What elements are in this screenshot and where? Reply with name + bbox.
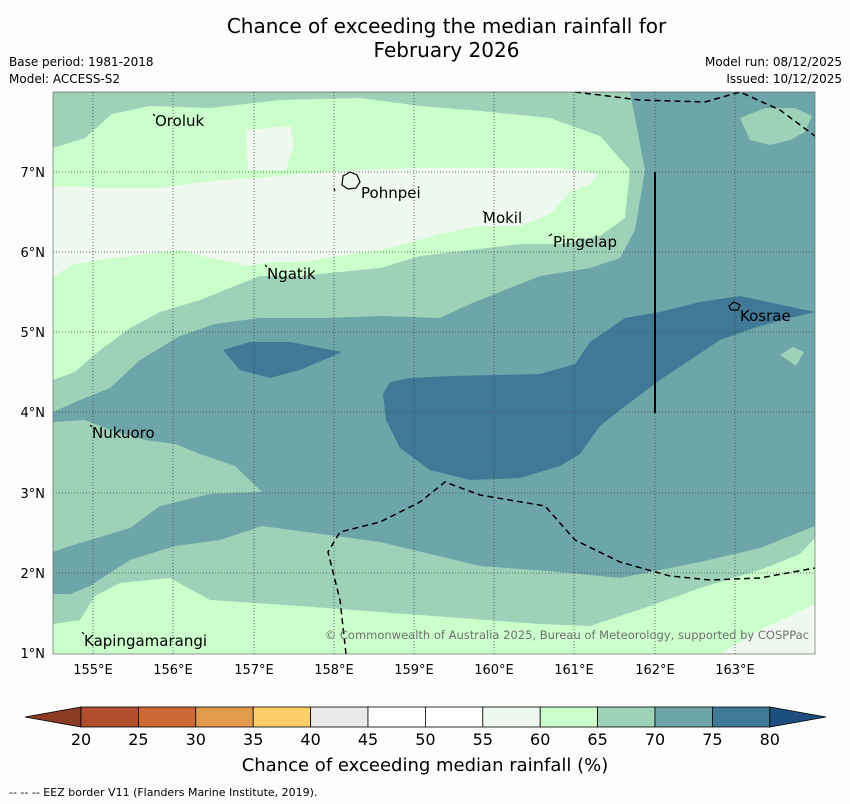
lon-label: 156°E bbox=[153, 663, 193, 678]
label-ngatik: Ngatik bbox=[267, 265, 316, 283]
colorbar-segment bbox=[252, 706, 311, 728]
colorbar-segment bbox=[712, 706, 771, 728]
colorbar-segment bbox=[597, 706, 656, 728]
pohnpei-outline bbox=[341, 171, 361, 190]
colorbar-tick-label: 25 bbox=[128, 730, 148, 749]
colorbar-segment bbox=[367, 706, 426, 728]
colorbar-tick-label: 50 bbox=[415, 730, 435, 749]
island-outlines bbox=[81, 113, 741, 635]
colorbar-segment bbox=[424, 706, 484, 728]
band-60-65-south bbox=[53, 538, 815, 654]
colorbar-tick-label: 55 bbox=[473, 730, 493, 749]
label-kapingamarangi: Kapingamarangi bbox=[84, 632, 207, 650]
lon-label: 155°E bbox=[73, 663, 113, 678]
colorbar-segment bbox=[654, 706, 713, 728]
contour-layers bbox=[53, 92, 815, 654]
kosrae-outline bbox=[728, 301, 741, 311]
lat-label: 6°N bbox=[21, 246, 46, 261]
colorbar: 20 25 30 35 40 45 50 55 60 65 70 75 80 bbox=[24, 706, 827, 749]
colorbar-tick-label: 75 bbox=[702, 730, 722, 749]
lat-label: 3°N bbox=[21, 487, 46, 502]
meta-right: Model run: 08/12/2025 Issued: 10/12/2025 bbox=[705, 54, 842, 88]
label-pohnpei: Pohnpei bbox=[361, 184, 421, 202]
rainfall-map: Oroluk Pohnpei Mokil Pingelap Ngatik Kos… bbox=[21, 91, 827, 749]
colorbar-segment bbox=[310, 706, 369, 728]
lat-label: 2°N bbox=[21, 567, 46, 582]
model-run: Model run: 08/12/2025 bbox=[704, 55, 842, 69]
colorbar-tick-label: 20 bbox=[71, 730, 91, 749]
lat-label: 5°N bbox=[21, 326, 46, 341]
latitude-labels: 7°N 6°N 5°N 4°N 3°N 2°N 1°N bbox=[21, 166, 46, 662]
band-65-70-northeast bbox=[740, 108, 812, 145]
title-line-2: February 2026 bbox=[373, 38, 520, 62]
label-nukuoro: Nukuoro bbox=[92, 424, 155, 442]
eez-footnote: -- -- -- EEZ border V11 (Flanders Marine… bbox=[9, 786, 318, 799]
copyright-notice: © Commonwealth of Australia 2025, Bureau… bbox=[324, 628, 809, 642]
colorbar-tick-label: 65 bbox=[587, 730, 607, 749]
colorbar-segment bbox=[482, 706, 541, 728]
colorbar-tick-label: 70 bbox=[645, 730, 665, 749]
colorbar-segment bbox=[195, 706, 254, 728]
lon-label: 160°E bbox=[474, 663, 514, 678]
label-kosrae: Kosrae bbox=[740, 307, 791, 325]
colorbar-under-arrow bbox=[24, 706, 82, 728]
band-55-60-north-island bbox=[246, 126, 294, 170]
map-title: Chance of exceeding the median rainfall … bbox=[0, 14, 850, 62]
label-pingelap: Pingelap bbox=[553, 233, 617, 251]
colorbar-tick-label: 60 bbox=[530, 730, 550, 749]
issued-date: Issued: 10/12/2025 bbox=[726, 72, 842, 86]
band-75-80 bbox=[383, 296, 815, 480]
meta-left: Base period: 1981-2018 Model: ACCESS-S2 bbox=[9, 54, 154, 88]
lat-label: 4°N bbox=[21, 406, 46, 421]
colorbar-tick-label: 35 bbox=[243, 730, 263, 749]
colorbar-segment bbox=[80, 706, 139, 728]
colorbar-segment bbox=[137, 706, 197, 728]
colorbar-tick-label: 30 bbox=[186, 730, 206, 749]
colorbar-tick-label: 40 bbox=[300, 730, 320, 749]
band-70-75 bbox=[53, 92, 815, 654]
lon-label: 158°E bbox=[314, 663, 354, 678]
label-oroluk: Oroluk bbox=[155, 112, 204, 130]
band-55-60-south bbox=[720, 604, 815, 654]
lon-label: 163°E bbox=[715, 663, 755, 678]
lon-label: 159°E bbox=[394, 663, 434, 678]
colorbar-over-arrow bbox=[769, 706, 827, 728]
title-line-1: Chance of exceeding the median rainfall … bbox=[226, 14, 667, 38]
lon-label: 161°E bbox=[554, 663, 594, 678]
band-75-80-west bbox=[223, 342, 342, 378]
band-65-70-patch bbox=[780, 347, 804, 366]
colorbar-segment bbox=[539, 706, 599, 728]
colorbar-label: Chance of exceeding median rainfall (%) bbox=[241, 755, 609, 776]
lon-label: 162°E bbox=[635, 663, 675, 678]
colorbar-tick-label: 45 bbox=[358, 730, 378, 749]
longitude-labels: 155°E 156°E 157°E 158°E 159°E 160°E 161°… bbox=[73, 663, 755, 678]
band-55-60-north bbox=[53, 168, 598, 276]
place-labels: Oroluk Pohnpei Mokil Pingelap Ngatik Kos… bbox=[84, 112, 791, 650]
model-name: Model: ACCESS-S2 bbox=[9, 72, 121, 86]
graticule bbox=[53, 92, 815, 654]
base-period: Base period: 1981-2018 bbox=[9, 55, 154, 69]
lat-label: 7°N bbox=[21, 166, 46, 181]
eez-border bbox=[327, 92, 815, 654]
label-mokil: Mokil bbox=[483, 209, 522, 227]
map-frame bbox=[52, 91, 816, 655]
colorbar-tick-label: 80 bbox=[760, 730, 780, 749]
lat-label: 1°N bbox=[21, 647, 46, 662]
lon-label: 157°E bbox=[234, 663, 274, 678]
